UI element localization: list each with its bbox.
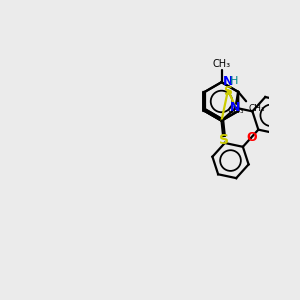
Text: CH₃: CH₃ xyxy=(228,106,244,115)
Text: CH₃: CH₃ xyxy=(248,103,265,112)
Text: H: H xyxy=(230,76,238,86)
Text: N: N xyxy=(223,75,233,88)
Text: O: O xyxy=(246,131,257,144)
Text: S: S xyxy=(218,133,229,147)
Text: CH₃: CH₃ xyxy=(212,59,231,69)
Text: S: S xyxy=(223,85,232,98)
Text: N: N xyxy=(230,100,240,113)
